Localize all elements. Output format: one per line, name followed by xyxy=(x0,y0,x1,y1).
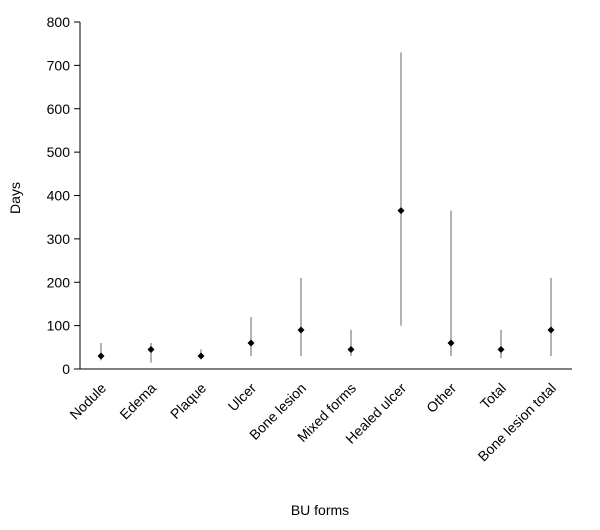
median-point xyxy=(147,345,155,353)
y-tick-label: 200 xyxy=(47,274,71,290)
y-tick-label: 100 xyxy=(47,318,71,334)
x-tick-label: Nodule xyxy=(66,380,109,423)
y-tick-label: 300 xyxy=(47,231,71,247)
median-point xyxy=(447,339,455,347)
y-tick-label: 600 xyxy=(47,101,71,117)
x-axis-label: BU forms xyxy=(291,502,349,518)
median-point xyxy=(247,339,255,347)
median-point xyxy=(547,326,555,334)
y-tick-label: 0 xyxy=(62,361,70,377)
median-point xyxy=(297,326,305,334)
median-point xyxy=(347,345,355,353)
y-tick-label: 400 xyxy=(47,188,71,204)
x-tick-label: Total xyxy=(477,380,509,412)
y-tick-label: 500 xyxy=(47,144,71,160)
x-tick-label: Other xyxy=(423,380,459,416)
median-point xyxy=(97,352,105,360)
y-tick-label: 800 xyxy=(47,14,71,30)
y-axis-label: Days xyxy=(7,182,23,214)
median-point xyxy=(197,352,205,360)
median-point xyxy=(497,345,505,353)
x-tick-label: Plaque xyxy=(167,380,209,422)
median-point xyxy=(397,207,405,215)
x-tick-label: Ulcer xyxy=(225,380,260,415)
x-tick-label: Edema xyxy=(116,380,159,423)
y-tick-label: 700 xyxy=(47,57,71,73)
